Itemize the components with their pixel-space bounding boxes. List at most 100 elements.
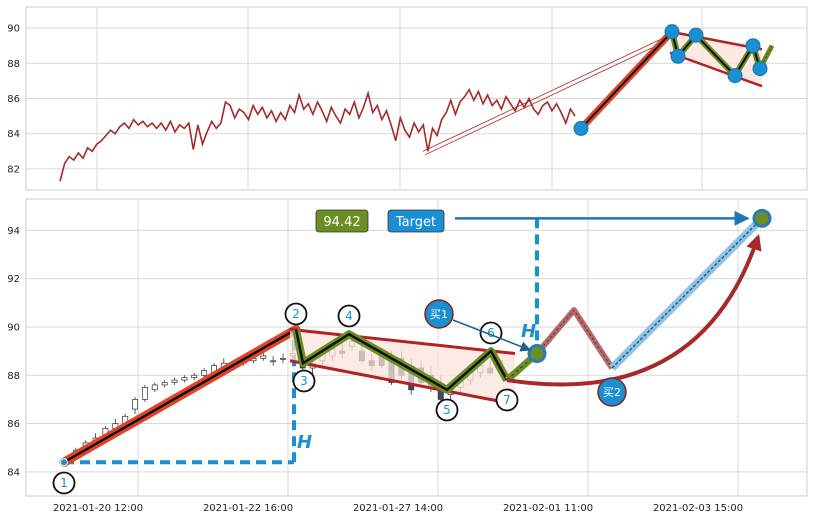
bottom-x-tick-label: 2021-01-20 12:00 bbox=[53, 503, 143, 514]
pattern-point-5: 5 bbox=[435, 398, 459, 422]
pattern-point-1: 1 bbox=[52, 471, 76, 495]
buy1-pointer bbox=[452, 319, 531, 352]
top-pivot-dot bbox=[752, 61, 768, 77]
pattern-point-circle bbox=[52, 471, 76, 495]
breakout-line bbox=[506, 353, 538, 381]
pattern-point-label: 5 bbox=[443, 403, 451, 417]
top-y-tick-label: 90 bbox=[7, 24, 20, 35]
bottom-y-ticks: 84 86 88 90 92 94 bbox=[7, 226, 20, 478]
bottom-candlestick-panel: 84 86 88 90 92 94 2021-01-20 12:00 2021-01-22 … bbox=[7, 198, 808, 514]
top-pivot-dot bbox=[745, 38, 761, 54]
start-dot bbox=[60, 458, 68, 467]
pattern-point-circle bbox=[435, 398, 459, 422]
pattern-point-7: 7 bbox=[495, 388, 519, 412]
pattern-point-2: 2 bbox=[284, 302, 308, 326]
pattern-point-label: 4 bbox=[345, 309, 353, 323]
pattern-point-label: 2 bbox=[292, 307, 300, 321]
rise-line bbox=[63, 328, 297, 464]
pattern-point-3: 3 bbox=[292, 369, 316, 393]
pattern-point-label: 1 bbox=[60, 476, 68, 490]
candle bbox=[151, 382, 158, 393]
candle-body bbox=[141, 386, 148, 400]
wedge-lower-line bbox=[289, 359, 516, 406]
candle-body bbox=[161, 382, 168, 386]
bottom-annotations: 94.42 Target bbox=[315, 209, 445, 233]
pattern-point-label: 3 bbox=[300, 374, 308, 388]
candle-body bbox=[201, 370, 208, 376]
bottom-x-tick-label: 2021-02-03 15:00 bbox=[653, 503, 743, 514]
pattern-point-4: 4 bbox=[337, 304, 361, 328]
candle bbox=[201, 368, 208, 378]
top-y-tick-label: 84 bbox=[7, 129, 20, 140]
top-lower-boundary bbox=[669, 51, 763, 88]
pattern-point-circle bbox=[495, 388, 519, 412]
bottom-y-tick-label: 86 bbox=[7, 419, 20, 430]
bottom-pattern-overlay: 1 2 3 4 5 6 7 H H 买1 买2 bbox=[52, 208, 772, 495]
candle-body bbox=[270, 360, 277, 363]
bottom-y-tick-label: 90 bbox=[7, 322, 20, 333]
target-dot bbox=[752, 208, 772, 228]
bottom-y-tick-label: 94 bbox=[7, 226, 20, 237]
top-trend-guide-line bbox=[422, 38, 663, 152]
top-pivot-dot bbox=[688, 27, 704, 43]
pattern-point-6: 6 bbox=[479, 321, 503, 345]
pattern-point-circle bbox=[479, 321, 503, 345]
h-label-left: H bbox=[297, 432, 312, 453]
top-trend-guide-line bbox=[424, 41, 665, 156]
top-y-tick-label: 88 bbox=[7, 59, 20, 70]
top-pivot-dot bbox=[727, 68, 743, 84]
buy1-marker bbox=[424, 299, 454, 329]
top-price-line bbox=[59, 88, 576, 182]
candle bbox=[181, 375, 188, 383]
candle bbox=[161, 380, 168, 388]
top-pivot-dot bbox=[664, 24, 680, 40]
bottom-x-ticks: 2021-01-20 12:00 2021-01-22 16:00 2021-01-… bbox=[53, 503, 743, 514]
candle bbox=[141, 384, 148, 402]
target-text: Target bbox=[395, 215, 436, 230]
top-price-panel: 82 84 86 88 90 bbox=[7, 6, 808, 191]
candle-body bbox=[171, 379, 178, 383]
bottom-y-tick-label: 84 bbox=[7, 467, 20, 478]
top-pattern-overlay bbox=[422, 24, 775, 156]
target-value-text: 94.42 bbox=[323, 215, 360, 230]
top-y-tick-label: 82 bbox=[7, 164, 20, 175]
target-value-box bbox=[315, 209, 369, 233]
bottom-y-tick-label: 88 bbox=[7, 371, 20, 382]
candle bbox=[171, 377, 178, 385]
zigzag-line bbox=[294, 329, 509, 392]
h-label-right: H bbox=[521, 321, 536, 342]
pattern-point-circle bbox=[284, 302, 308, 326]
bottom-x-tick-label: 2021-01-22 16:00 bbox=[203, 503, 293, 514]
top-y-tick-label: 86 bbox=[7, 94, 20, 105]
bottom-x-tick-label: 2021-02-01 11:00 bbox=[503, 503, 593, 514]
breakout-dot bbox=[527, 344, 547, 364]
bottom-x-tick-label: 2021-01-27 14:00 bbox=[353, 503, 443, 514]
projection-path-line bbox=[536, 309, 613, 369]
candle-body bbox=[260, 355, 267, 359]
candle-body bbox=[181, 377, 188, 381]
candle bbox=[280, 353, 286, 364]
candle-body bbox=[280, 358, 286, 360]
pattern-point-label: 7 bbox=[503, 393, 511, 407]
wedge-upper-line bbox=[289, 327, 516, 356]
target-box bbox=[387, 209, 445, 233]
bottom-y-tick-label: 92 bbox=[7, 274, 20, 285]
candle-body bbox=[191, 374, 198, 379]
candle-body bbox=[151, 384, 158, 391]
candle bbox=[191, 372, 198, 381]
pattern-point-circle bbox=[292, 369, 316, 393]
buy2-marker bbox=[597, 377, 627, 407]
pattern-point-label: 6 bbox=[487, 326, 495, 340]
pattern-point-circle bbox=[337, 304, 361, 328]
candle bbox=[270, 355, 277, 366]
buy1-label: 买1 bbox=[430, 308, 448, 321]
top-rise-line bbox=[580, 30, 673, 130]
top-pivot-dot bbox=[573, 120, 589, 136]
curved-target-arrow bbox=[506, 233, 762, 387]
candle bbox=[132, 397, 138, 414]
top-pivot-dot bbox=[670, 48, 686, 64]
candle-body bbox=[132, 399, 138, 410]
buy2-label: 买2 bbox=[603, 386, 621, 399]
target-rise-line bbox=[611, 217, 763, 369]
